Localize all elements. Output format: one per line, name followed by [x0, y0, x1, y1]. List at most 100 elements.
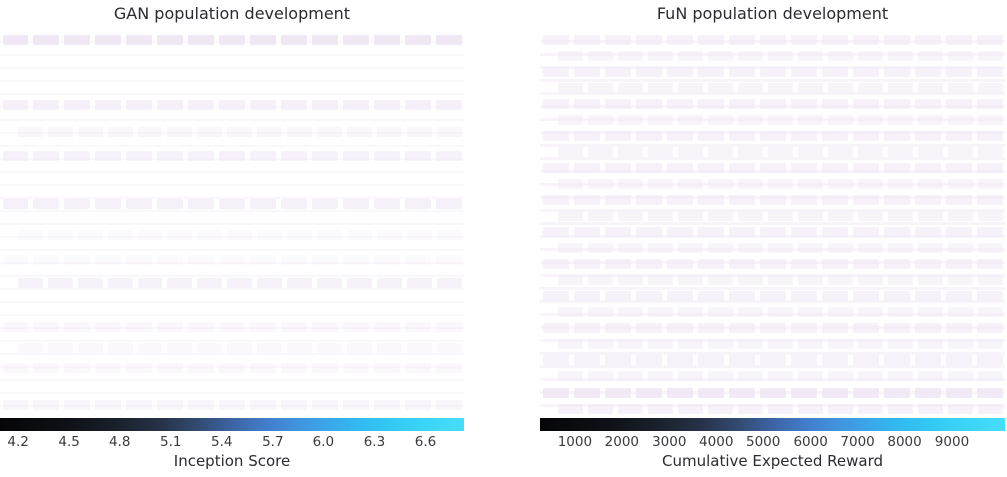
population-cell: [573, 227, 600, 237]
population-cell: [977, 307, 1003, 317]
population-cell: [107, 278, 133, 288]
population-cell: [617, 211, 643, 221]
population-cell: [126, 322, 153, 332]
population-cell: [697, 355, 724, 365]
population-row: [556, 115, 1006, 125]
population-cell: [883, 99, 910, 109]
population-cell: [821, 35, 848, 45]
fun-panel: FuN population development 1000 2000 3000 4…: [540, 0, 1005, 477]
population-cell: [95, 151, 122, 161]
population-cell: [257, 230, 283, 240]
population-cell: [976, 99, 1003, 109]
population-cell: [64, 322, 91, 332]
population-cell: [976, 291, 1003, 301]
population-row: [540, 355, 1005, 365]
population-cell: [376, 127, 402, 137]
population-cell: [677, 404, 703, 414]
population-cell: [617, 51, 643, 61]
population-cell: [406, 278, 432, 288]
population-cell: [604, 99, 631, 109]
population-cell: [604, 355, 631, 365]
population-row: [556, 371, 1006, 381]
population-cell: [852, 131, 879, 141]
population-row: [15, 278, 464, 288]
population-cell: [376, 278, 402, 288]
population-cell: [287, 278, 313, 288]
population-cell: [976, 67, 1003, 77]
population-cell: [767, 179, 793, 189]
colorbar-tick: 6000: [793, 434, 828, 450]
population-cell: [797, 404, 823, 414]
population-cell: [821, 67, 848, 77]
population-cell: [945, 163, 972, 173]
population-cell: [635, 99, 662, 109]
population-cell: [697, 323, 724, 333]
population-cell: [887, 51, 913, 61]
population-cell: [917, 339, 943, 349]
colorbar-tick: 6.3: [363, 434, 386, 450]
population-cell: [887, 243, 913, 253]
population-cell: [635, 323, 662, 333]
population-cell: [821, 323, 848, 333]
population-cell: [542, 291, 569, 301]
population-cell: [157, 400, 184, 410]
population-cell: [827, 211, 853, 221]
population-cell: [728, 195, 755, 205]
population-cell: [126, 199, 153, 209]
population-cell: [107, 127, 133, 137]
population-cell: [945, 131, 972, 141]
population-cell: [887, 404, 913, 414]
population-cell: [126, 35, 153, 45]
population-cell: [373, 363, 400, 373]
population-cell: [604, 195, 631, 205]
population-cell: [188, 255, 215, 265]
population-cell: [790, 388, 817, 398]
population-cell: [821, 99, 848, 109]
population-cell: [790, 195, 817, 205]
population-cell: [647, 339, 673, 349]
population-cell: [947, 275, 973, 285]
population-cell: [647, 115, 673, 125]
colorbar-tick: 6.6: [414, 434, 437, 450]
population-cell: [257, 127, 283, 137]
population-cell: [767, 371, 793, 381]
population-cell: [737, 339, 763, 349]
population-cell: [197, 343, 223, 353]
population-cell: [945, 227, 972, 237]
population-cell: [188, 151, 215, 161]
population-cell: [573, 195, 600, 205]
population-row: [556, 211, 1006, 221]
population-cell: [917, 307, 943, 317]
population-cell: [542, 227, 569, 237]
population-cell: [666, 163, 693, 173]
population-cell: [647, 275, 673, 285]
population-cell: [219, 400, 245, 410]
population-cell: [887, 371, 913, 381]
population-cell: [857, 404, 883, 414]
population-row: [556, 243, 1006, 253]
population-cell: [617, 147, 643, 157]
population-cell: [573, 99, 600, 109]
population-cell: [821, 163, 848, 173]
population-cell: [317, 127, 342, 137]
population-cell: [827, 115, 853, 125]
population-cell: [647, 179, 673, 189]
population-cell: [587, 307, 613, 317]
population-row: [556, 307, 1006, 317]
population-cell: [976, 323, 1003, 333]
population-cell: [17, 343, 43, 353]
population-cell: [697, 35, 724, 45]
population-cell: [317, 230, 342, 240]
population-cell: [250, 400, 276, 410]
population-cell: [697, 163, 724, 173]
population-cell: [707, 147, 733, 157]
population-cell: [558, 339, 583, 349]
population-cell: [759, 35, 786, 45]
population-cell: [404, 151, 431, 161]
population-cell: [852, 195, 879, 205]
population-cell: [821, 355, 848, 365]
population-cell: [95, 363, 122, 373]
population-cell: [219, 322, 245, 332]
population-cell: [666, 195, 693, 205]
population-cell: [977, 115, 1003, 125]
